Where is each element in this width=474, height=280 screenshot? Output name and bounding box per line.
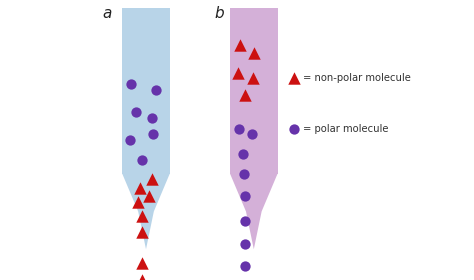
Point [248,132,256,137]
Point [241,241,249,246]
Point [236,43,244,47]
Point [240,171,248,176]
Point [127,82,135,86]
Polygon shape [122,174,170,249]
Text: = polar molecule: = polar molecule [303,124,388,134]
Point [241,194,249,198]
Point [291,76,298,81]
Point [291,127,298,131]
Point [148,115,155,120]
Point [239,152,246,156]
Point [152,87,160,92]
Point [241,93,249,97]
Point [126,138,134,142]
Point [149,132,157,137]
Polygon shape [230,8,278,174]
Point [138,278,146,280]
Point [138,157,146,162]
Point [135,199,142,204]
Point [145,194,153,198]
Polygon shape [122,8,170,174]
Text: = non-polar molecule: = non-polar molecule [303,73,410,83]
Polygon shape [230,174,278,249]
Point [132,110,139,114]
Point [236,127,243,131]
Point [138,261,146,265]
Text: b: b [215,6,224,21]
Point [234,71,241,75]
Text: a: a [102,6,112,21]
Point [241,219,249,223]
Point [241,264,249,268]
Point [138,213,146,218]
Point [249,76,257,81]
Point [138,230,146,235]
Point [148,177,155,181]
Point [137,185,144,190]
Point [250,51,257,55]
